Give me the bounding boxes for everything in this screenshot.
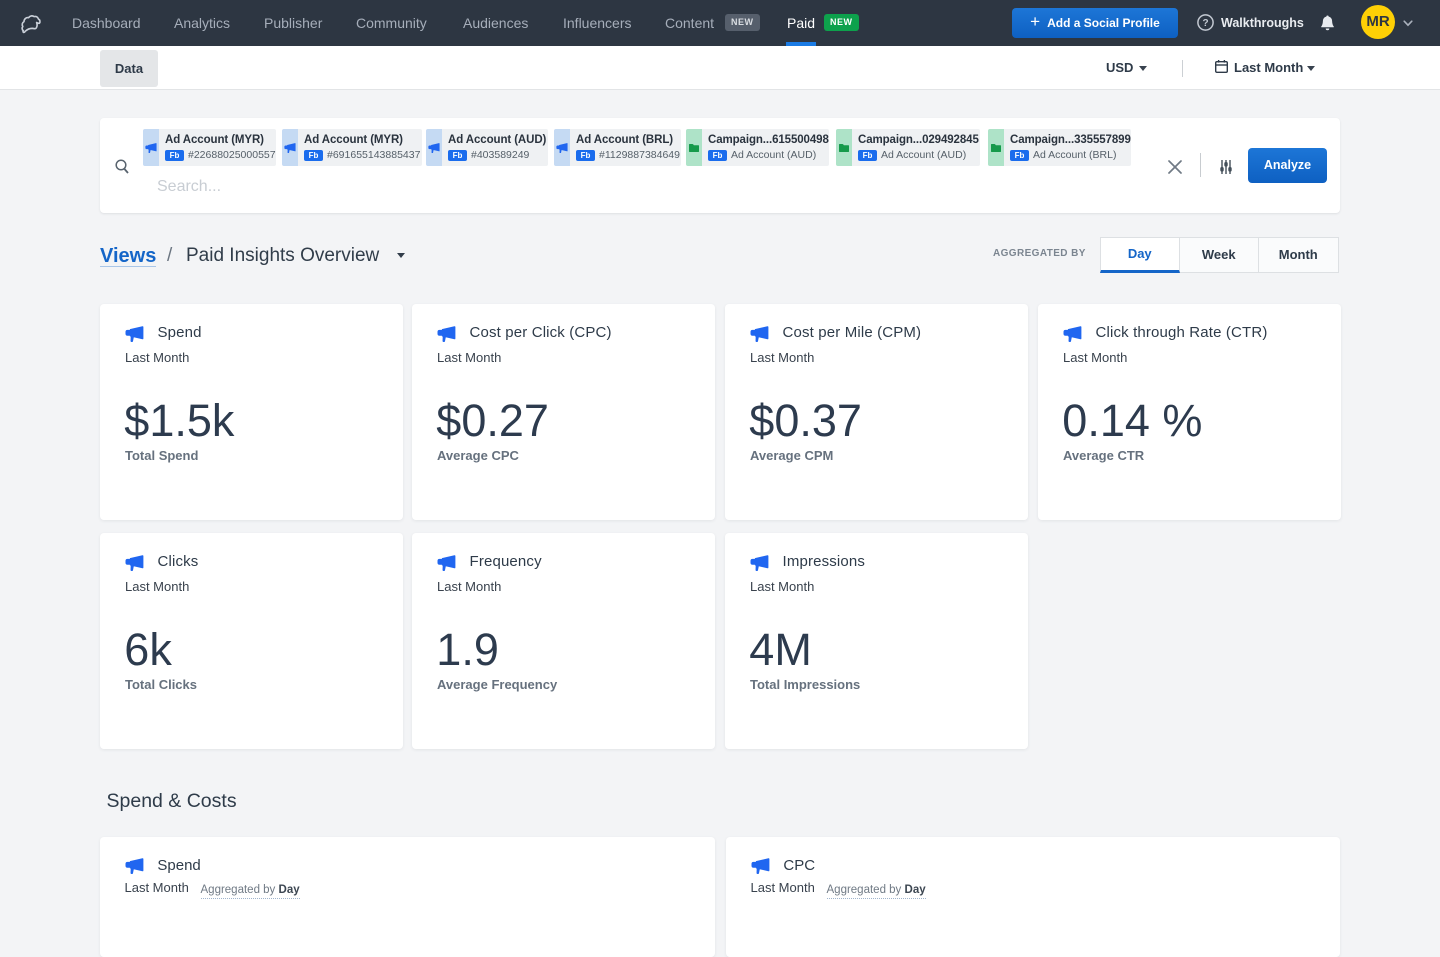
svg-text:?: ? bbox=[1202, 18, 1208, 29]
